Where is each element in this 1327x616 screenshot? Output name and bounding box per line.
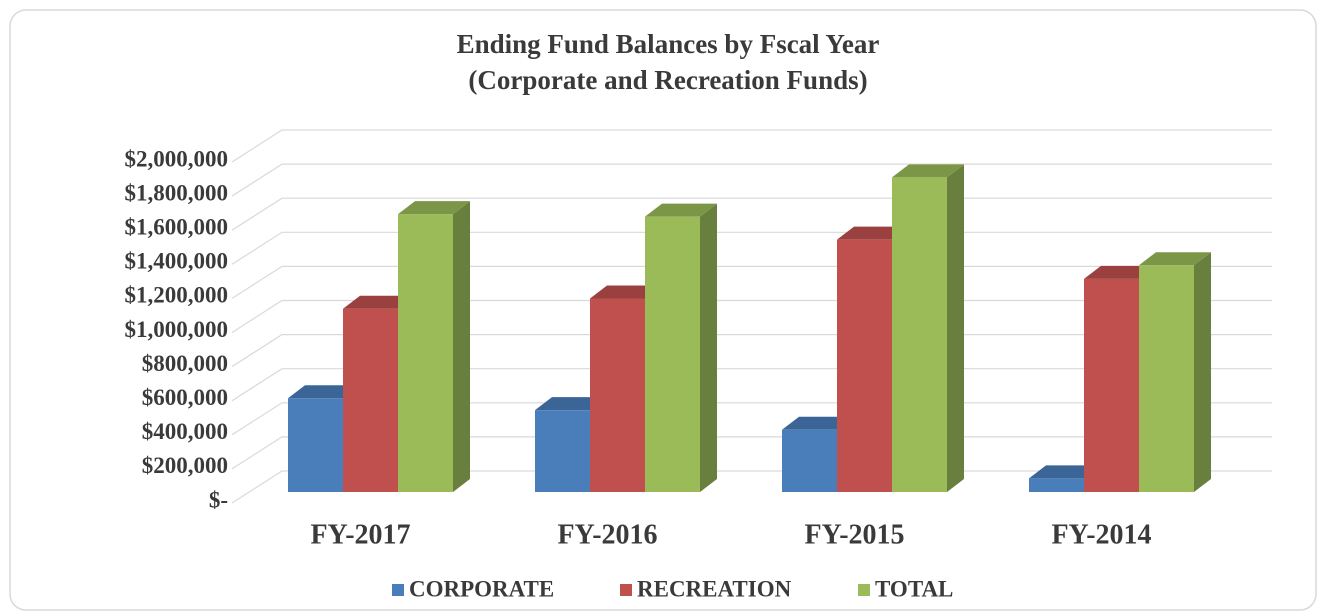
bar (1139, 252, 1211, 492)
legend-label: RECREATION (637, 576, 792, 601)
bar-front (535, 410, 590, 492)
legend-label: TOTAL (875, 576, 953, 601)
bar-front (1139, 265, 1194, 492)
bar-front (590, 298, 645, 492)
x-tick-label: FY-2015 (804, 519, 904, 550)
bar-side (700, 203, 717, 492)
chart-title: Ending Fund Balances by Fscal Year (457, 29, 880, 59)
bar (398, 201, 470, 492)
bar-front (782, 429, 837, 492)
legend-swatch (858, 584, 870, 596)
x-tick-label: FY-2016 (557, 519, 657, 550)
bar-top (288, 385, 360, 399)
bar-front (288, 398, 343, 492)
grid-line (231, 163, 1272, 197)
bar-top (645, 203, 717, 217)
legend-swatch (392, 584, 404, 596)
bar-front (343, 308, 398, 492)
bar-front (837, 239, 892, 492)
x-tick-label: FY-2014 (1051, 519, 1151, 550)
bar-top (837, 226, 909, 240)
y-tick-label: $1,600,000 (125, 214, 229, 239)
legend-swatch (620, 584, 632, 596)
bar (645, 203, 717, 492)
bar-top (398, 201, 470, 215)
bar-top (535, 397, 607, 411)
bar (892, 164, 964, 493)
bar-front (645, 216, 700, 492)
y-tick-label: $1,400,000 (125, 249, 229, 274)
grid-line (231, 129, 1272, 163)
y-tick-label: $2,000,000 (125, 146, 229, 171)
bar-top (590, 285, 662, 299)
bar-front (1084, 278, 1139, 492)
y-tick-label: $1,200,000 (125, 283, 229, 308)
bar-front (1029, 478, 1084, 492)
chart-subtitle: (Corporate and Recreation Funds) (468, 65, 867, 95)
bar-top (1029, 465, 1101, 479)
bar-side (947, 164, 964, 493)
bar-side (453, 201, 470, 492)
bar-front (892, 177, 947, 493)
bar-top (892, 164, 964, 178)
bar-front (398, 214, 453, 492)
bar (782, 416, 854, 492)
bar-top (1139, 252, 1211, 266)
bar-top (1084, 265, 1156, 279)
y-tick-label: $200,000 (142, 453, 228, 478)
y-tick-label: $1,800,000 (125, 180, 229, 205)
bar-top (343, 295, 415, 309)
y-tick-label: $400,000 (142, 419, 228, 444)
y-tick-label: $800,000 (142, 351, 228, 376)
y-tick-label: $600,000 (142, 385, 228, 410)
y-tick-label: $- (209, 487, 228, 512)
y-tick-label: $1,000,000 (125, 317, 229, 342)
bar-top (782, 416, 854, 430)
legend-label: CORPORATE (409, 576, 554, 601)
bar-side (1194, 252, 1211, 492)
x-tick-label: FY-2017 (310, 519, 410, 550)
